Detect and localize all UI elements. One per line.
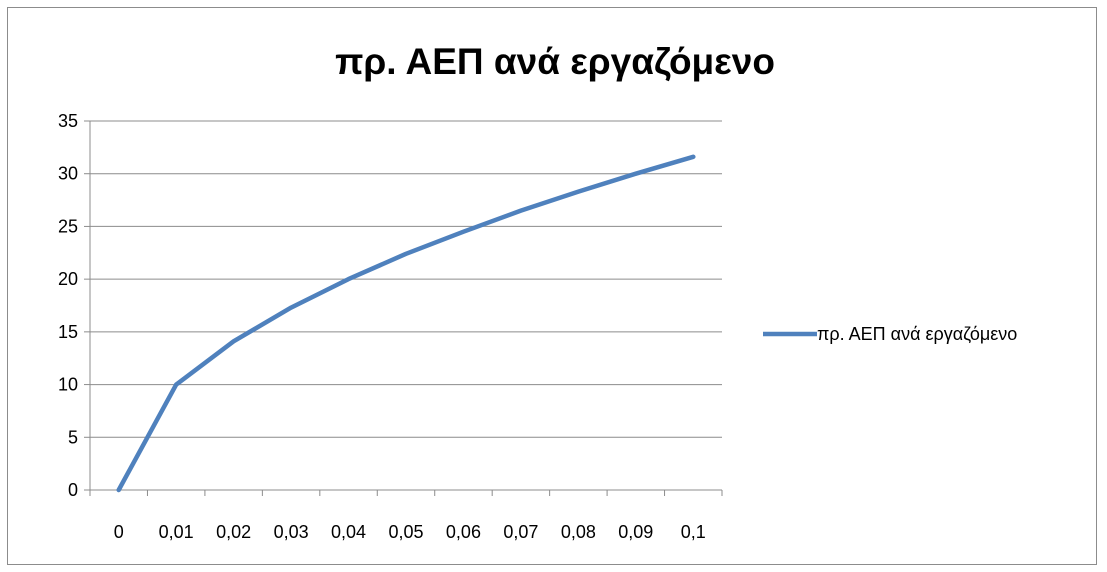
y-tick-label: 5 <box>68 427 78 447</box>
y-tick-label: 20 <box>58 269 78 289</box>
y-tick-label: 35 <box>58 111 78 131</box>
x-tick-label: 0,08 <box>561 522 596 542</box>
legend: πρ. ΑΕΠ ανά εργαζόμενο <box>763 324 1017 344</box>
y-tick-label: 30 <box>58 164 78 184</box>
series-line <box>116 154 696 493</box>
y-tick-label: 10 <box>58 375 78 395</box>
y-tick-label: 25 <box>58 216 78 236</box>
x-tick-label: 0,09 <box>618 522 653 542</box>
x-tick-label: 0,02 <box>216 522 251 542</box>
y-tick-label: 0 <box>68 480 78 500</box>
x-tick-label: 0,04 <box>331 522 366 542</box>
legend-label: πρ. ΑΕΠ ανά εργαζόμενο <box>817 324 1017 344</box>
x-tick-label: 0,05 <box>388 522 423 542</box>
x-tick-label: 0 <box>114 522 124 542</box>
x-axis-tick-labels: 0 0,01 0,02 0,03 0,04 0,05 0,06 0,07 0,08 0,09 0,1 <box>114 522 706 542</box>
chart-title: πρ. ΑΕΠ ανά εργαζόμενο <box>335 41 775 82</box>
chart-frame <box>7 7 1097 565</box>
x-tick-label: 0,06 <box>446 522 481 542</box>
axes <box>84 120 723 496</box>
x-tick-label: 0,07 <box>503 522 538 542</box>
y-axis-tick-labels: 0 5 10 15 20 25 30 35 <box>58 111 78 500</box>
gridlines <box>90 120 722 438</box>
y-tick-label: 15 <box>58 322 78 342</box>
x-tick-label: 0,01 <box>159 522 194 542</box>
x-tick-label: 0,03 <box>274 522 309 542</box>
x-tick-label: 0,1 <box>681 522 706 542</box>
